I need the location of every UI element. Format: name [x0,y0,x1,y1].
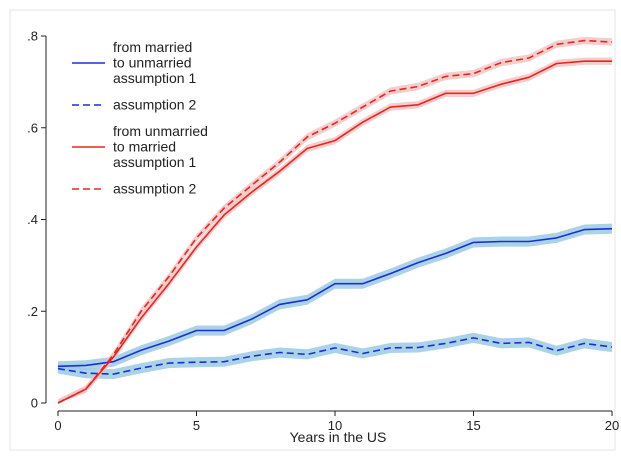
legend-label: to married [113,139,176,155]
y-tick-label: .4 [27,212,38,227]
legend-label: assumption 1 [113,70,196,86]
legend-label: to unmarried [113,55,192,71]
axis-ticks: 0 5 10 15 20 0 .2 .4 .6 .8 [27,29,619,434]
x-tick-label: 10 [328,418,342,433]
confidence-band-1 [58,223,612,372]
legend-label: assumption 1 [113,154,196,170]
plot-frame [9,9,616,451]
series-line-3 [57,60,612,404]
y-tick-label: .8 [27,29,38,44]
series-line-4 [57,39,613,404]
legend-label: from unmarried [113,123,208,139]
x-tick-label: 5 [193,418,200,433]
series-line-1 [57,227,613,368]
x-axis-title: Years in the US [290,429,387,445]
series-lines [57,39,613,404]
confidence-band-2 [58,332,612,380]
x-tick-label: 15 [466,418,480,433]
y-tick-label: .2 [27,304,38,319]
series-line-2 [57,337,613,375]
x-tick-label: 20 [605,418,619,433]
legend-entry-2: assumption 2 [72,97,196,113]
y-tick-label: .6 [27,120,38,135]
legend-label: assumption 2 [113,181,196,197]
y-tick-label: 0 [31,396,38,411]
legend-entry-4: assumption 2 [72,181,196,197]
legend-label: from married [113,39,192,55]
legend-label: assumption 2 [113,97,196,113]
x-tick-label: 0 [54,418,61,433]
